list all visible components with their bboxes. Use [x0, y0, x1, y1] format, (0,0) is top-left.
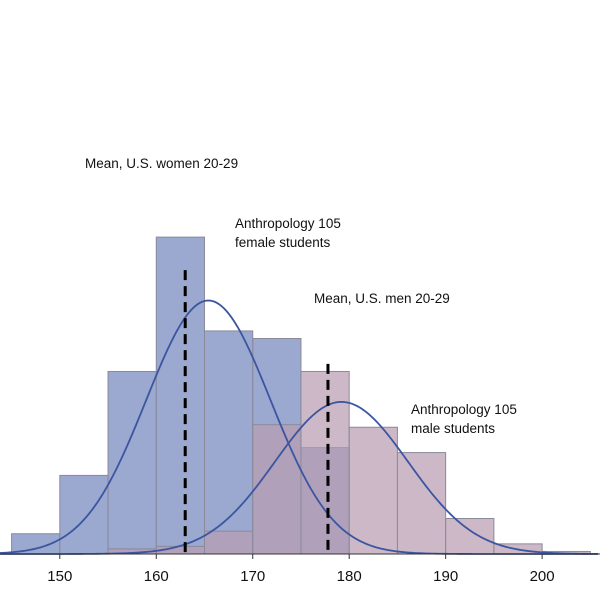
x-tick-label-190: 190 [433, 568, 458, 585]
female-bin-150-155 [59, 474, 109, 555]
male-histogram [107, 370, 591, 555]
male-curve-label-line-2: male students [411, 421, 495, 436]
male-curve-label: Anthropology 105 male students [411, 402, 517, 436]
women-mean-label: Mean, U.S. women 20-29 [85, 156, 238, 171]
female-bin-160-165 [155, 236, 206, 555]
x-tick-label-160: 160 [144, 568, 169, 585]
x-tick-label-180: 180 [337, 568, 362, 585]
x-tick-label-150: 150 [47, 568, 72, 585]
x-tick-label-200: 200 [530, 568, 555, 585]
men-mean-label: Mean, U.S. men 20-29 [314, 291, 450, 306]
female-bin-165-170 [204, 330, 254, 555]
male-bin-185-190 [396, 452, 447, 555]
x-axis-ticks: 150 160 170 180 190 200 [47, 554, 555, 585]
male-bin-180-185 [348, 426, 398, 555]
male-bin-175-180 [300, 370, 350, 555]
x-tick-label-170: 170 [240, 568, 265, 585]
male-curve-label-line-1: Anthropology 105 [411, 402, 517, 417]
male-bin-170-175 [252, 424, 302, 555]
male-bin-165-170 [204, 530, 254, 555]
female-curve-label-line-1: Anthropology 105 [235, 216, 341, 231]
female-curve-label-line-2: female students [235, 235, 331, 250]
male-bin-190-195 [445, 518, 495, 555]
female-bin-155-160 [107, 370, 157, 555]
annotations: Mean, U.S. women 20-29 Mean, U.S. men 20-… [85, 156, 517, 436]
female-curve-label: Anthropology 105 female students [235, 216, 341, 250]
